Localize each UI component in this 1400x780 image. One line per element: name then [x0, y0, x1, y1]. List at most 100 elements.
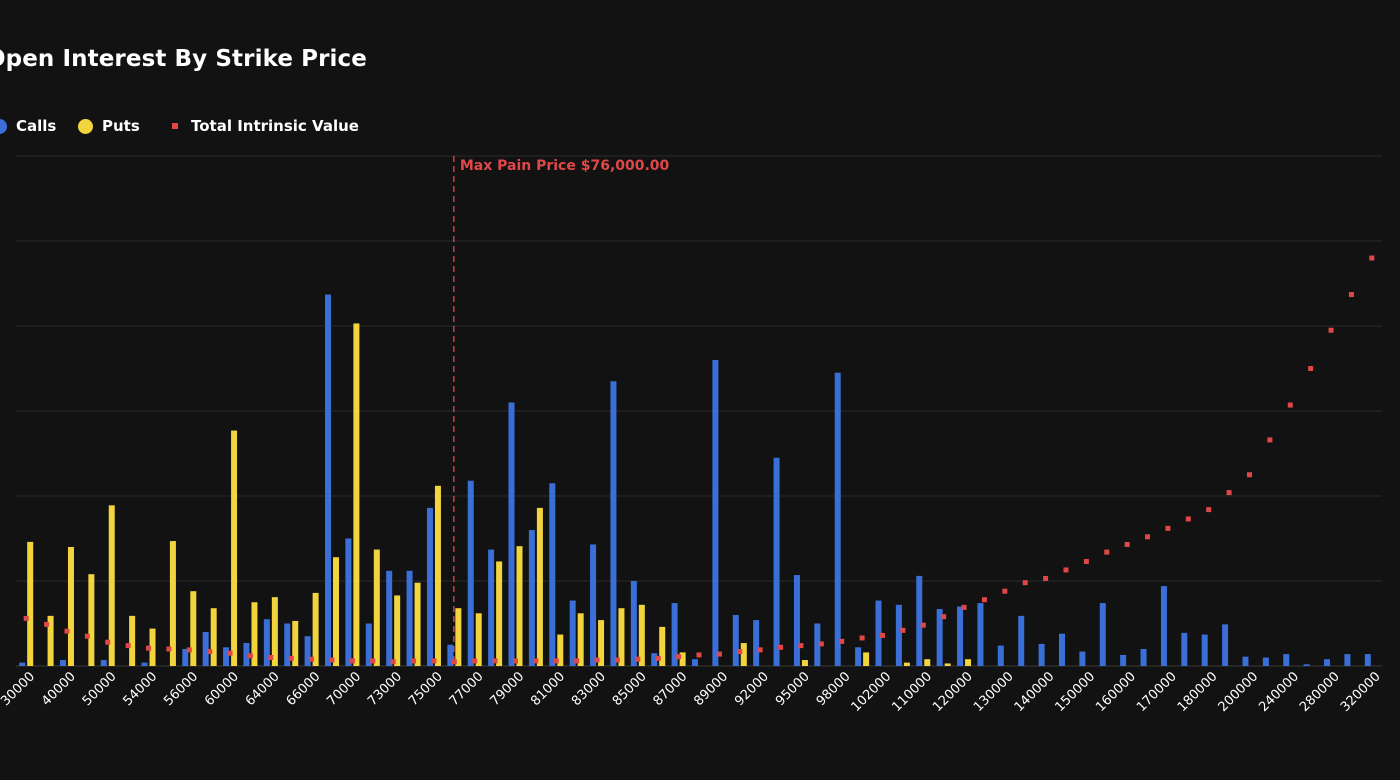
intrinsic-point-105000 — [900, 627, 906, 633]
calls-bar-160000 — [1120, 654, 1127, 666]
bars-layer — [19, 294, 1371, 666]
calls-bar-155000 — [1099, 603, 1106, 666]
intrinsic-point-80000 — [533, 658, 539, 664]
intrinsic-point-220000 — [1267, 437, 1273, 443]
x-tick-label: 140000 — [1012, 669, 1058, 715]
intrinsic-point-200000 — [1246, 472, 1252, 478]
intrinsic-point-98000 — [839, 638, 845, 644]
intrinsic-point-150000 — [1083, 558, 1089, 564]
calls-bar-67000 — [325, 294, 332, 666]
x-tick-label: 40000 — [39, 669, 79, 709]
intrinsic-point-54000 — [146, 645, 152, 651]
legend-item-puts[interactable]: Puts — [78, 113, 140, 139]
intrinsic-point-85000 — [635, 656, 641, 662]
intrinsic-point-74000 — [411, 658, 417, 664]
puts-bar-78000 — [496, 561, 503, 666]
x-tick-label: 98000 — [814, 669, 854, 709]
intrinsic-point-190000 — [1226, 490, 1232, 496]
calls-bar-40000 — [59, 660, 66, 666]
legend-item-calls[interactable]: Calls — [0, 113, 56, 139]
puts-bar-84000 — [618, 608, 625, 666]
calls-bar-140000 — [1038, 643, 1045, 666]
intrinsic-point-65000 — [288, 655, 294, 661]
calls-bar-125000 — [977, 603, 984, 666]
intrinsic-point-94000 — [778, 644, 784, 650]
puts-bar-65000 — [292, 620, 299, 666]
calls-bar-81000 — [549, 483, 556, 666]
calls-marker-icon — [0, 118, 7, 134]
intrinsic-point-100000 — [859, 635, 865, 641]
x-tick-label: 75000 — [406, 669, 446, 709]
x-tick-label: 160000 — [1093, 669, 1139, 715]
x-tick-label: 85000 — [610, 669, 650, 709]
calls-bar-86000 — [651, 653, 658, 666]
legend-item-intrinsic[interactable]: Total Intrinsic Value — [172, 113, 359, 139]
puts-bar-73000 — [394, 595, 401, 666]
calls-bar-96000 — [814, 623, 821, 666]
intrinsic-point-77000 — [472, 658, 478, 664]
intrinsic-point-90000 — [737, 649, 743, 655]
intrinsic-point-56000 — [186, 647, 192, 653]
intrinsic-point-88000 — [696, 652, 702, 658]
puts-bar-74000 — [414, 582, 421, 666]
calls-bar-150000 — [1079, 651, 1086, 666]
intrinsic-point-62000 — [247, 653, 253, 659]
puts-bar-120000 — [965, 659, 972, 666]
calls-bar-220000 — [1262, 657, 1269, 666]
intrinsic-point-165000 — [1145, 534, 1151, 540]
intrinsic-point-64000 — [268, 655, 274, 660]
puts-bar-85000 — [638, 604, 645, 666]
x-tick-label: 77000 — [447, 669, 487, 709]
calls-bar-190000 — [1222, 624, 1229, 666]
puts-bar-60000 — [231, 430, 238, 666]
calls-bar-130000 — [997, 645, 1004, 666]
calls-bar-200000 — [1242, 656, 1249, 666]
calls-bar-75000 — [426, 507, 433, 666]
puts-bar-83000 — [598, 620, 605, 666]
intrinsic-point-320000 — [1369, 255, 1375, 261]
x-tick-label: 30000 — [0, 669, 38, 709]
x-tick-label: 92000 — [732, 669, 772, 709]
puts-bar-75000 — [434, 485, 441, 666]
calls-bar-70000 — [345, 538, 352, 666]
intrinsic-point-86000 — [655, 655, 661, 661]
puts-bar-79000 — [516, 546, 523, 666]
puts-bar-45000 — [88, 574, 95, 666]
intrinsic-point-170000 — [1165, 525, 1171, 531]
x-tick-label: 56000 — [161, 669, 201, 709]
intrinsic-point-115000 — [941, 614, 947, 620]
puts-bar-66000 — [312, 592, 319, 666]
calls-bar-77000 — [467, 480, 474, 666]
calls-bar-170000 — [1160, 586, 1167, 666]
x-tick-label: 120000 — [930, 669, 976, 715]
calls-bar-30000 — [19, 662, 26, 666]
calls-bar-50000 — [100, 660, 107, 666]
x-tick-label: 83000 — [569, 669, 609, 709]
annotation-layer: Max Pain Price $76,000.00 — [453, 156, 670, 666]
calls-bar-110000 — [916, 575, 923, 666]
legend-label-intrinsic: Total Intrinsic Value — [191, 117, 359, 135]
intrinsic-point-87000 — [676, 654, 682, 660]
x-tick-label: 70000 — [324, 669, 364, 709]
intrinsic-point-135000 — [1022, 580, 1028, 586]
calls-bar-92000 — [753, 620, 760, 666]
puts-bar-50000 — [108, 505, 115, 666]
calls-bar-66000 — [304, 636, 311, 666]
x-tick-label: 81000 — [528, 669, 568, 709]
intrinsic-point-120000 — [961, 604, 967, 610]
intrinsic-point-180000 — [1206, 507, 1212, 513]
calls-bar-90000 — [732, 615, 739, 666]
chart-legend: Calls Puts Total Intrinsic Value — [0, 113, 700, 139]
x-tick-label: 54000 — [120, 669, 160, 709]
max-pain-label: Max Pain Price $76,000.00 — [460, 158, 670, 174]
puts-bar-58000 — [210, 608, 217, 666]
intrinsic-point-102000 — [879, 632, 885, 638]
intrinsic-point-83000 — [594, 657, 600, 663]
calls-bar-135000 — [1018, 615, 1025, 666]
calls-bar-115000 — [936, 609, 943, 666]
calls-bar-84000 — [610, 381, 617, 666]
intrinsic-point-95000 — [798, 643, 804, 649]
intrinsic-point-66000 — [309, 656, 315, 662]
puts-bar-52000 — [129, 615, 136, 666]
